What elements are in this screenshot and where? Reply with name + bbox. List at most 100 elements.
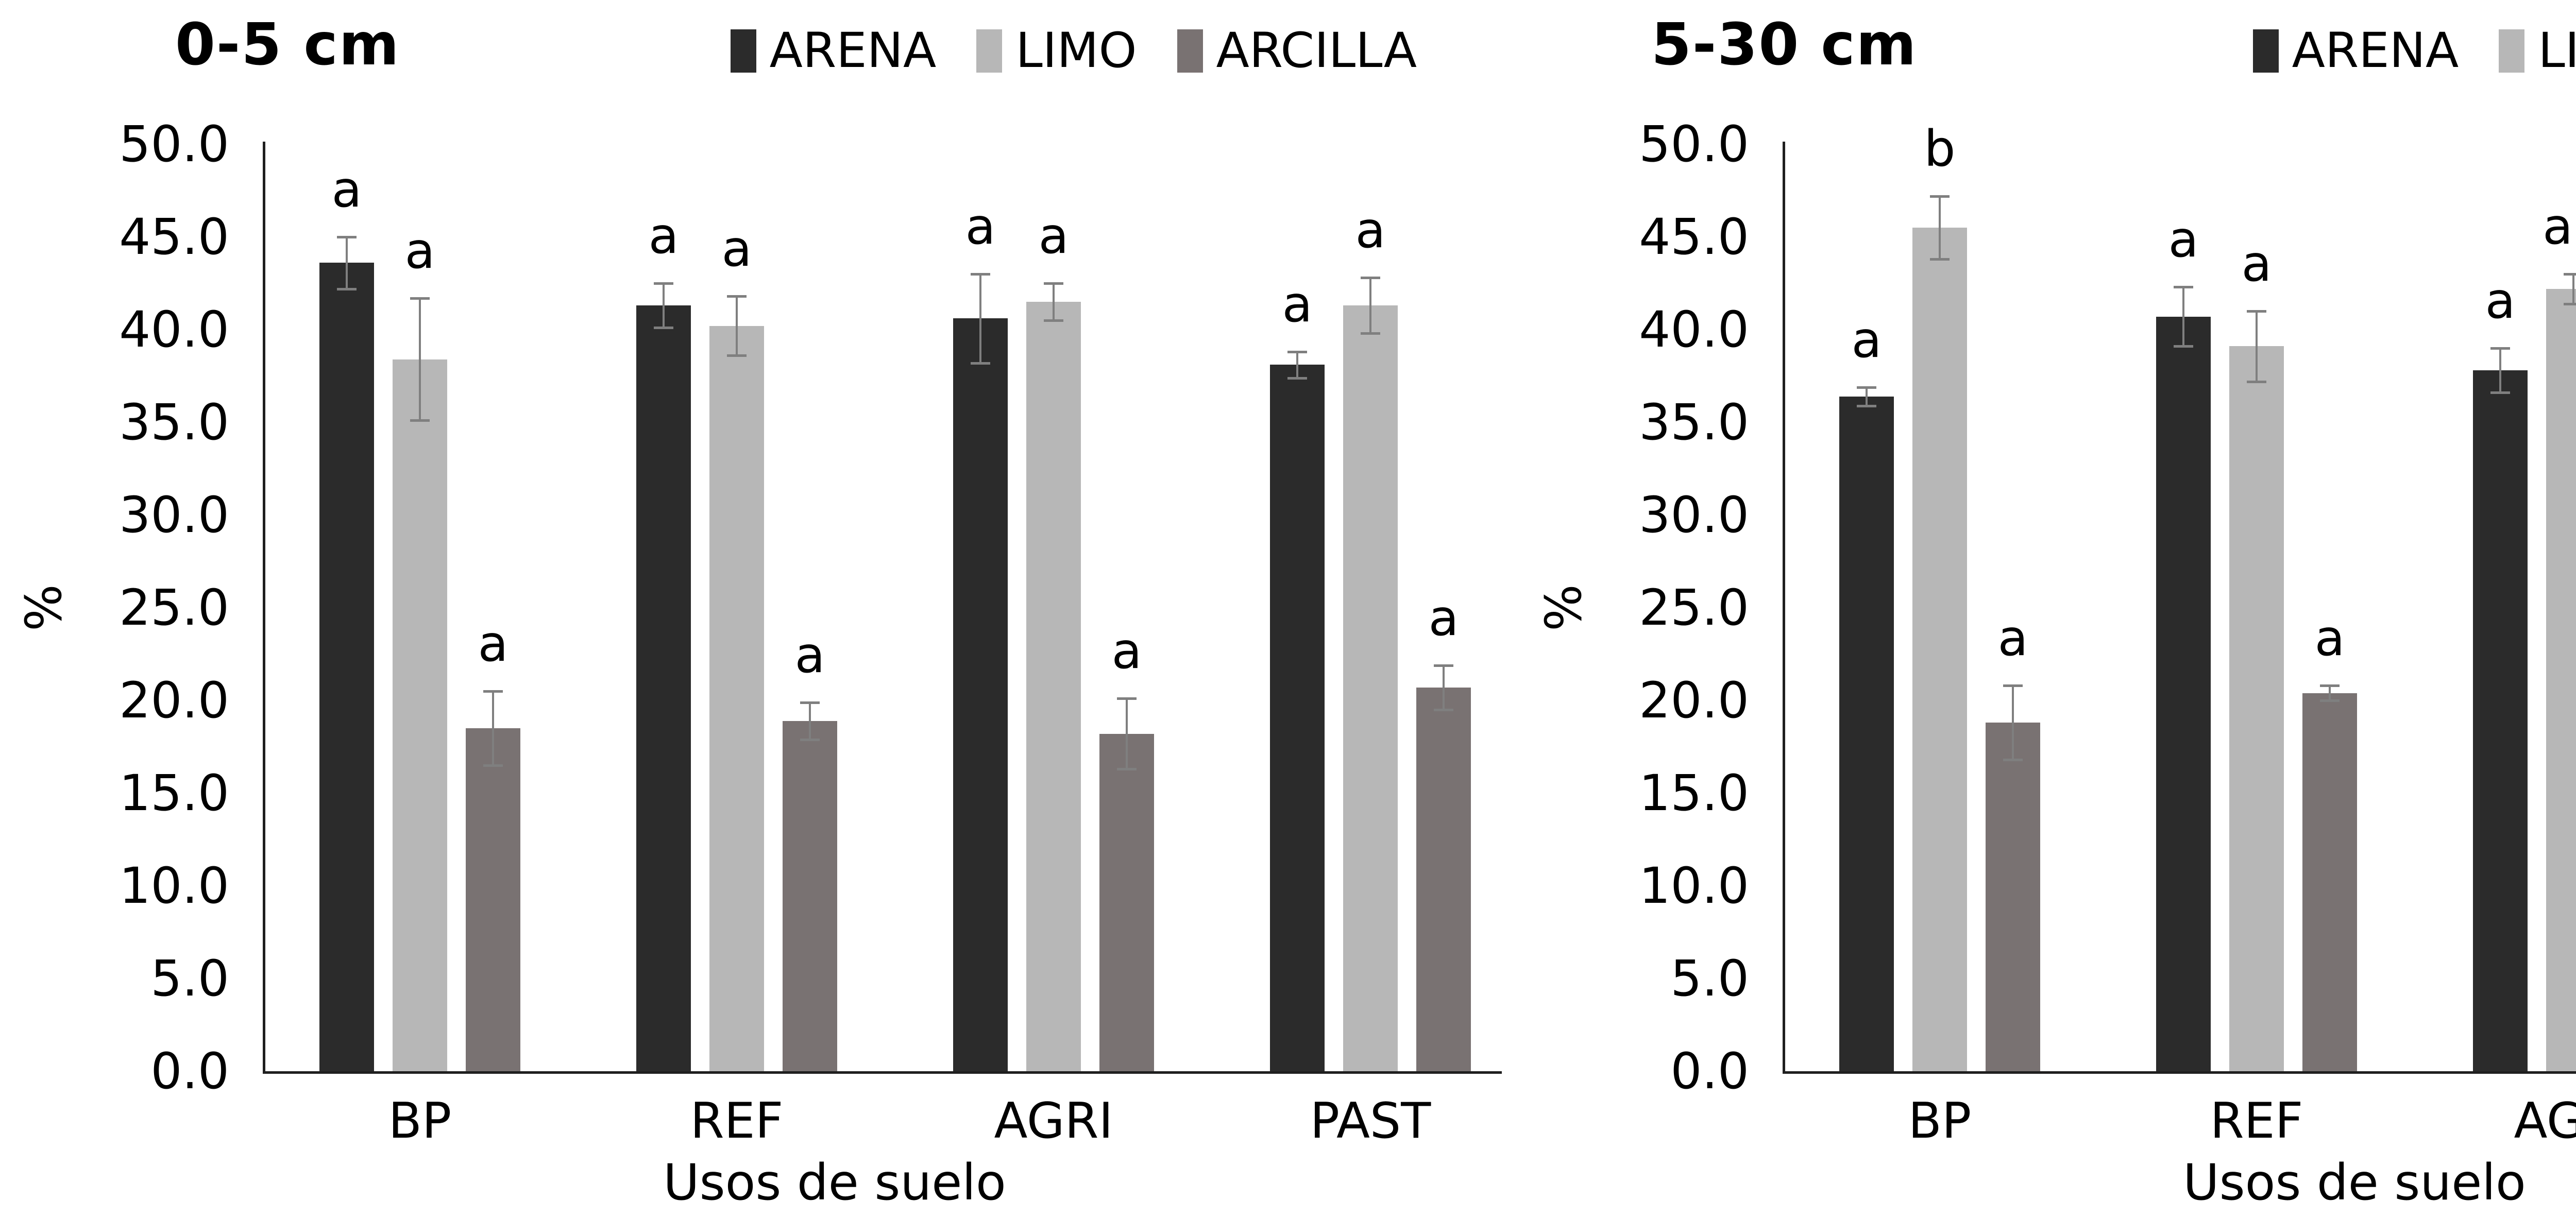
x-axis-title: Usos de suelo [2183,1154,2526,1211]
legend-swatch-arena [730,29,756,73]
legend-swatch-limo [2499,29,2525,73]
error-bar-bottom-cap [1044,319,1063,322]
x-axis-line [263,1071,1502,1074]
x-tick-label: AGRI [994,1093,1113,1150]
significance-label: a [2168,211,2199,269]
chart-title: 5-30 cm [1651,11,1918,78]
y-tick-label: 0.0 [1670,1042,1749,1100]
significance-label: a [1851,311,1882,369]
error-bar-top-cap [1361,277,1380,280]
significance-label: a [404,221,435,280]
bar-limo-ref [709,325,764,1071]
error-bar-bottom-cap [971,362,990,365]
error-bar-top-cap [2564,273,2576,276]
legend-item-arena: ARENA [730,23,937,79]
legend-item-limo: LIMO [2499,27,2576,75]
x-tick-label: BP [1908,1093,1972,1150]
y-axis-title: % [1535,584,1592,631]
legend-label: ARCILLA [1216,23,1417,79]
bar-limo-agri [1026,302,1081,1071]
chart-title: 0-5 cm [175,11,400,78]
bar-arena-past [1270,365,1325,1071]
significance-label: a [1282,276,1313,334]
significance-label: a [1111,622,1142,680]
error-bar [2572,274,2574,304]
y-tick-label: 45.0 [1639,208,1749,266]
significance-label: a [1355,201,1386,260]
significance-label: ab [2543,198,2576,255]
bar-arena-bp [1839,396,1894,1071]
error-bar-top-cap [1930,195,1950,198]
error-bar-bottom-cap [1287,376,1307,380]
error-bar-top-cap [2320,684,2340,688]
significance-label: a [2314,609,2345,667]
legend-label: ARENA [2292,23,2459,79]
error-bar-top-cap [727,295,747,298]
y-tick-label: 40.0 [1639,301,1749,358]
error-bar-bottom-cap [2174,345,2193,348]
x-tick-label: PAST [1310,1093,1431,1150]
legend-swatch-limo [976,29,1003,73]
error-bar-top-cap [800,701,820,704]
error-bar-bottom-cap [410,419,430,422]
error-bar-top-cap [1044,282,1063,285]
legend-swatch-arcilla [1177,29,1203,73]
error-bar-bottom-cap [1117,768,1137,771]
x-axis-line [1783,1071,2576,1074]
error-bar [2499,348,2501,393]
x-tick-label: AGRI [2514,1093,2576,1150]
bar-limo-ref [2229,346,2284,1071]
error-bar-bottom-cap [2003,759,2023,762]
y-tick-label: 30.0 [1639,486,1749,544]
y-tick-label: 35.0 [1639,393,1749,451]
error-bar [1443,665,1445,710]
error-bar [663,283,665,328]
y-tick-label: 45.0 [119,208,229,266]
significance-label: a [648,207,679,265]
y-tick-label: 25.0 [1639,579,1749,637]
error-bar [419,298,421,421]
significance-label: a [1038,207,1069,265]
error-bar-bottom-cap [2564,302,2576,305]
chart-panel-0-5cm: 0-5 cm ARENA LIMO ARCILLA 0.0 5.0 10.0 15.0 20… [15,11,1502,1207]
legend-item-limo: LIMO [976,27,1137,75]
legend: ARENA LIMO ARCILLA [730,23,1417,79]
error-bar-bottom-cap [2320,699,2340,702]
bar-arena-bp [319,263,374,1071]
error-bar-bottom-cap [800,738,820,741]
error-bar [2256,311,2258,382]
error-bar [1126,698,1128,769]
legend-swatch-arena [2252,29,2279,73]
significance-label: a [1997,609,2028,667]
significance-label: a [2241,235,2272,293]
error-bar-top-cap [337,236,357,238]
error-bar [1369,278,1371,334]
error-bar [2182,287,2184,347]
bar-arcilla-ref [783,720,837,1071]
legend-item-arcilla: ARCILLA [1177,27,1417,75]
significance-label: a [1428,589,1459,647]
error-bar [1866,387,1868,406]
error-bar-bottom-cap [2490,391,2510,394]
bar-arena-agri [2473,370,2528,1071]
error-bar [809,702,811,740]
error-bar-top-cap [2490,347,2510,350]
bar-arcilla-ref [2302,693,2357,1071]
y-tick-label: 0.0 [150,1042,229,1100]
error-bar [2329,685,2331,700]
y-axis-title: % [15,584,73,631]
error-bar-top-cap [654,282,673,285]
error-bar-top-cap [971,273,990,276]
y-axis-line [263,142,265,1074]
y-tick-label: 5.0 [1670,950,1749,1007]
legend-label: ARENA [769,23,937,79]
error-bar-top-cap [1287,351,1307,354]
error-bar-bottom-cap [483,764,503,767]
y-tick-label: 50.0 [1639,115,1749,173]
error-bar-top-cap [2174,286,2193,289]
bar-limo-bp [1912,228,1967,1071]
error-bar-bottom-cap [337,287,357,290]
error-bar-top-cap [2003,684,2023,688]
x-tick-label: BP [388,1093,452,1150]
